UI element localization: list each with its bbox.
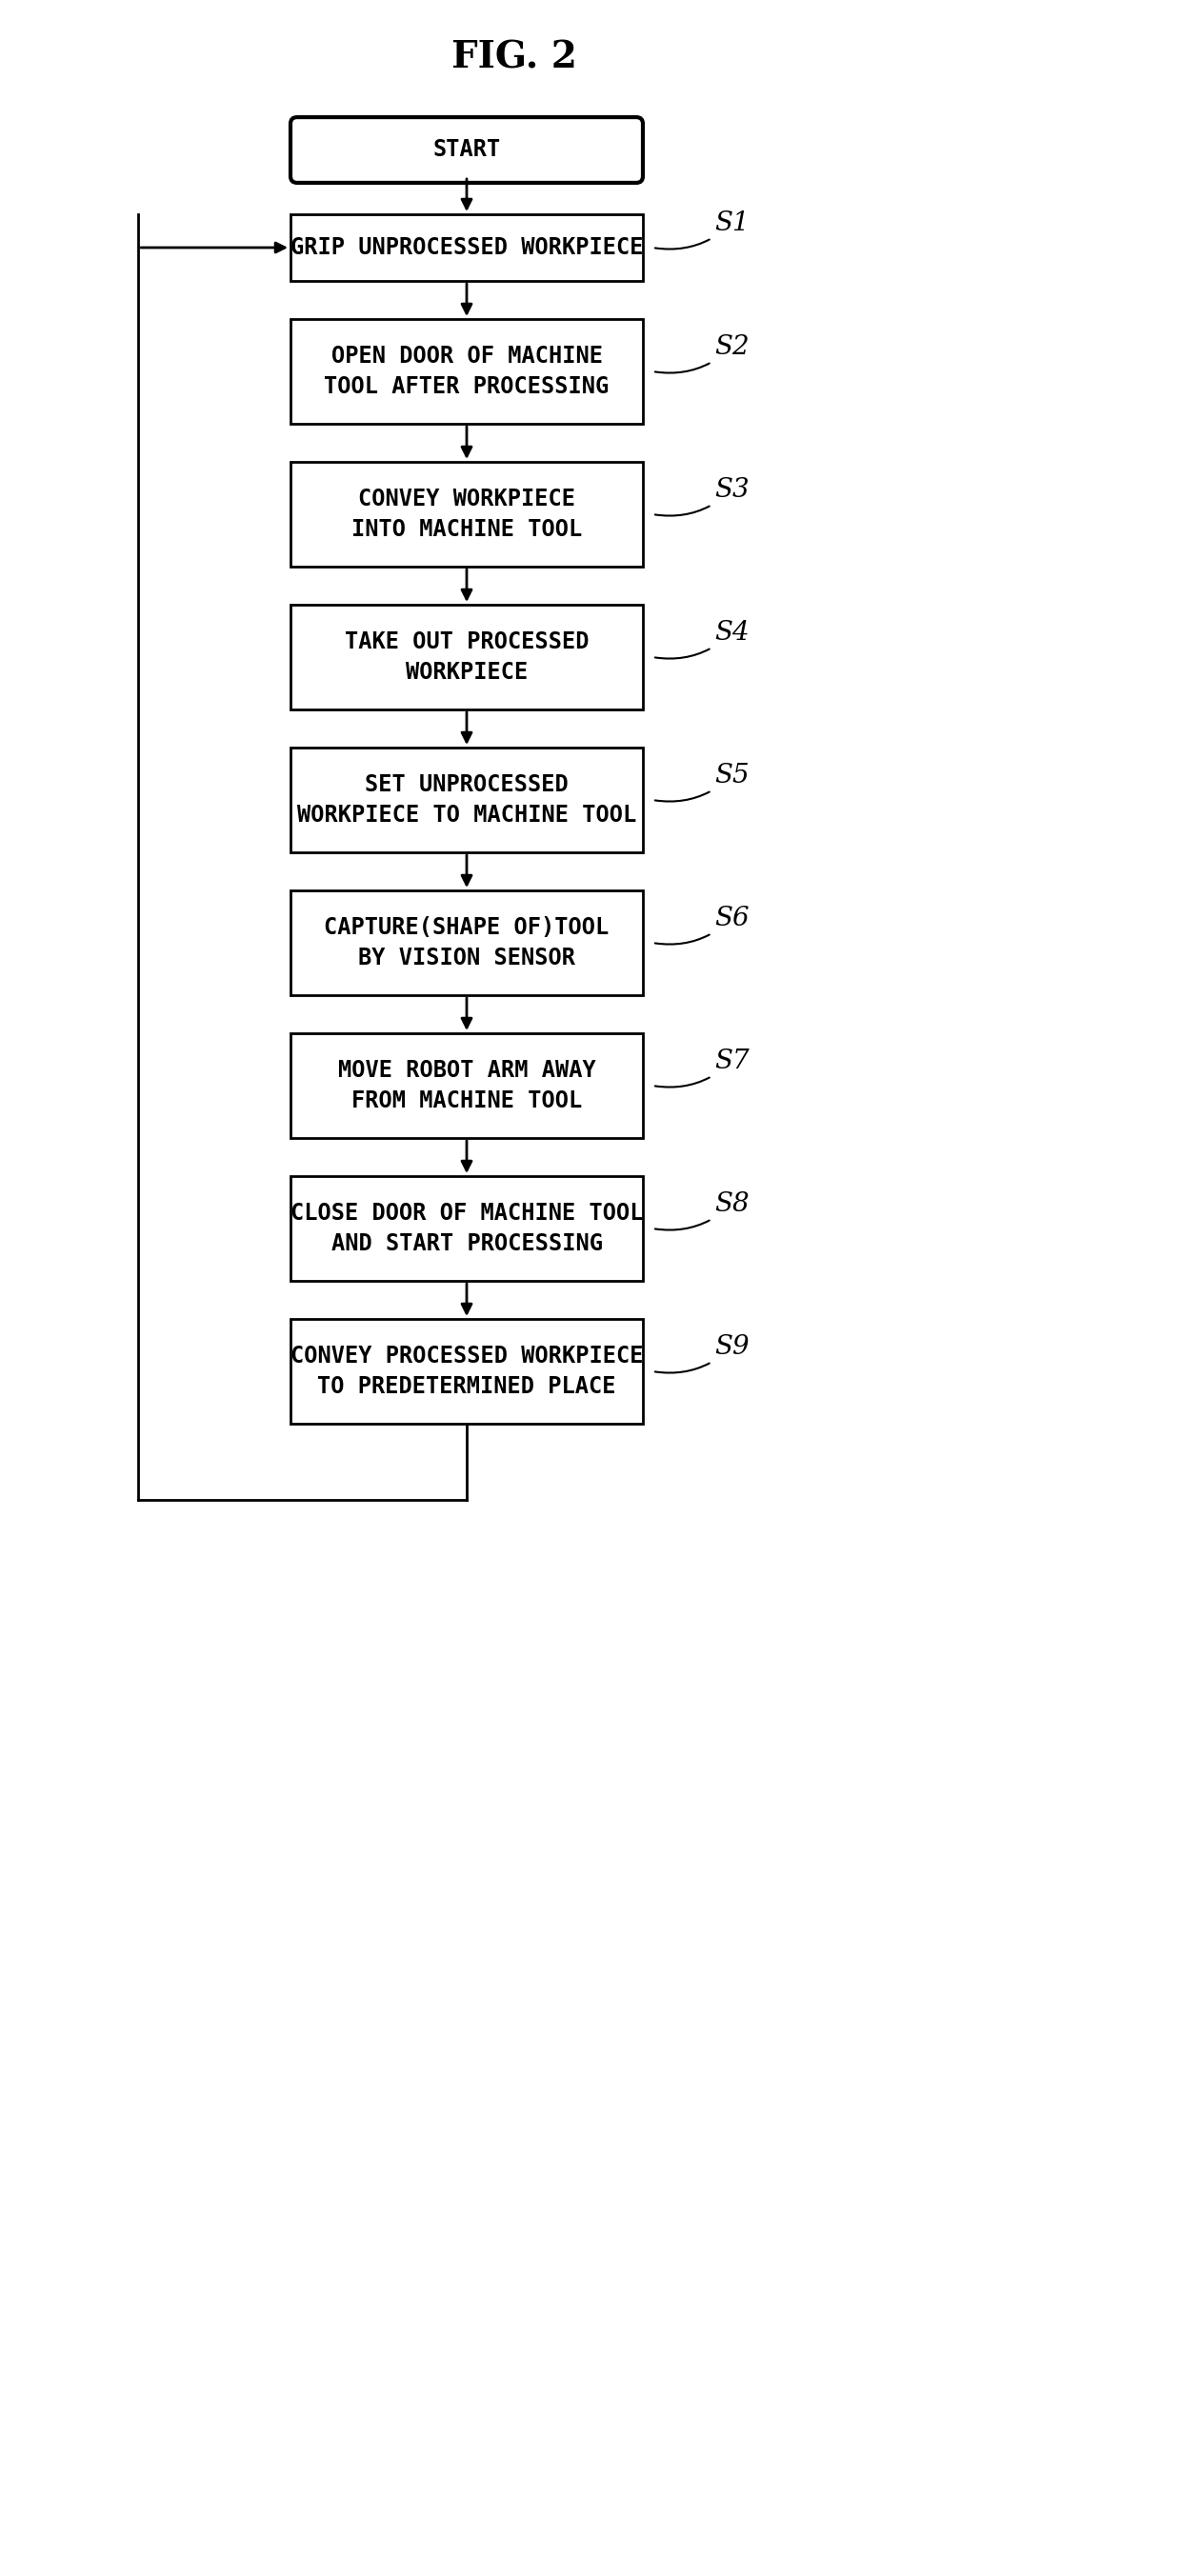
Bar bbox=[291, 1319, 642, 1425]
Text: S9: S9 bbox=[655, 1334, 749, 1373]
Text: S5: S5 bbox=[655, 762, 749, 801]
Text: S2: S2 bbox=[655, 335, 749, 374]
Text: S1: S1 bbox=[655, 211, 749, 250]
Text: CLOSE DOOR OF MACHINE TOOL
AND START PROCESSING: CLOSE DOOR OF MACHINE TOOL AND START PRO… bbox=[291, 1203, 644, 1255]
Text: TAKE OUT PROCESSED
WORKPIECE: TAKE OUT PROCESSED WORKPIECE bbox=[345, 631, 589, 683]
Text: START: START bbox=[432, 139, 501, 162]
Text: S7: S7 bbox=[655, 1048, 749, 1087]
Bar bbox=[291, 605, 642, 708]
Bar bbox=[291, 319, 642, 425]
Text: OPEN DOOR OF MACHINE
TOOL AFTER PROCESSING: OPEN DOOR OF MACHINE TOOL AFTER PROCESSI… bbox=[324, 345, 609, 397]
Text: CONVEY WORKPIECE
INTO MACHINE TOOL: CONVEY WORKPIECE INTO MACHINE TOOL bbox=[351, 487, 582, 541]
Text: CONVEY PROCESSED WORKPIECE
TO PREDETERMINED PLACE: CONVEY PROCESSED WORKPIECE TO PREDETERMI… bbox=[291, 1345, 644, 1399]
Bar bbox=[291, 1033, 642, 1139]
Bar bbox=[291, 461, 642, 567]
Bar bbox=[291, 1177, 642, 1280]
Text: MOVE ROBOT ARM AWAY
FROM MACHINE TOOL: MOVE ROBOT ARM AWAY FROM MACHINE TOOL bbox=[338, 1059, 595, 1113]
FancyBboxPatch shape bbox=[291, 116, 642, 183]
Bar bbox=[291, 214, 642, 281]
Text: FIG. 2: FIG. 2 bbox=[451, 39, 578, 75]
Text: S8: S8 bbox=[655, 1190, 749, 1229]
Text: SET UNPROCESSED
WORKPIECE TO MACHINE TOOL: SET UNPROCESSED WORKPIECE TO MACHINE TOO… bbox=[298, 773, 637, 827]
Text: GRIP UNPROCESSED WORKPIECE: GRIP UNPROCESSED WORKPIECE bbox=[291, 237, 644, 260]
Bar bbox=[291, 747, 642, 853]
Bar bbox=[291, 891, 642, 994]
Text: S4: S4 bbox=[655, 621, 749, 659]
Text: S3: S3 bbox=[655, 477, 749, 515]
Text: S6: S6 bbox=[655, 907, 749, 945]
Text: CAPTURE(SHAPE OF)TOOL
BY VISION SENSOR: CAPTURE(SHAPE OF)TOOL BY VISION SENSOR bbox=[324, 917, 609, 969]
